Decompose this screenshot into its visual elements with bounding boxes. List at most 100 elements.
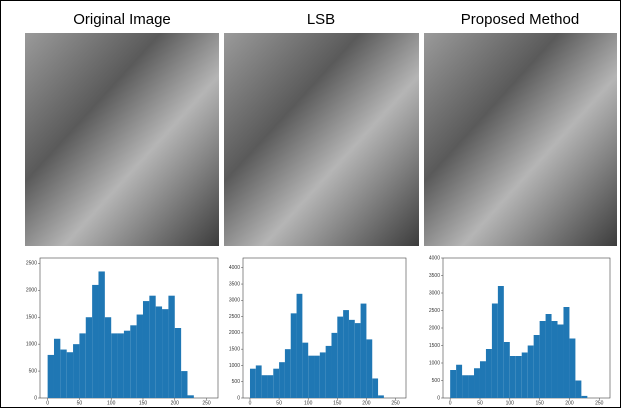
bar xyxy=(79,333,85,398)
bar xyxy=(510,356,516,398)
bar xyxy=(474,368,480,398)
bar xyxy=(581,396,587,398)
x-tick-label: 50 xyxy=(477,400,483,406)
bar xyxy=(181,371,187,398)
bar xyxy=(355,323,361,398)
y-tick-label: 2500 xyxy=(26,261,37,267)
bar xyxy=(450,370,456,398)
bar xyxy=(486,349,492,398)
y-tick-label: 3500 xyxy=(229,281,240,287)
bar xyxy=(372,378,378,398)
x-tick-label: 100 xyxy=(304,400,313,406)
bar xyxy=(546,314,552,398)
y-tick-label: 500 xyxy=(29,368,38,374)
bar xyxy=(314,356,320,398)
x-tick-label: 200 xyxy=(565,400,574,406)
bar xyxy=(343,310,349,398)
bar xyxy=(149,296,155,398)
bar xyxy=(285,349,291,398)
y-tick-label: 2000 xyxy=(229,330,240,336)
bar xyxy=(124,331,130,398)
bar xyxy=(291,313,297,398)
image-title: Original Image xyxy=(73,11,171,28)
y-tick-label: 1500 xyxy=(229,346,240,352)
bar xyxy=(256,365,262,398)
bar xyxy=(262,375,268,398)
image-title: Proposed Method xyxy=(461,11,579,28)
x-tick-label: 200 xyxy=(171,400,180,406)
bar xyxy=(156,306,162,398)
x-tick-label: 0 xyxy=(249,400,252,406)
bar xyxy=(492,304,498,399)
bar xyxy=(86,317,92,398)
bar xyxy=(349,320,355,398)
x-tick-label: 250 xyxy=(202,400,211,406)
y-tick-label: 2500 xyxy=(429,308,440,314)
x-tick-label: 100 xyxy=(107,400,116,406)
bar xyxy=(331,333,337,398)
x-tick-label: 0 xyxy=(449,400,452,406)
y-tick-label: 0 xyxy=(34,395,37,401)
y-tick-label: 3000 xyxy=(229,298,240,304)
x-tick-label: 150 xyxy=(333,400,342,406)
bar xyxy=(302,343,308,398)
bar xyxy=(130,325,136,398)
y-tick-label: 2500 xyxy=(229,314,240,320)
y-tick-label: 4000 xyxy=(229,265,240,271)
bar xyxy=(279,362,285,398)
y-tick-label: 4000 xyxy=(429,255,440,261)
y-tick-label: 3000 xyxy=(429,290,440,296)
bar xyxy=(162,309,168,398)
bar xyxy=(569,339,575,399)
bar xyxy=(105,317,111,398)
bar xyxy=(54,339,60,398)
bar xyxy=(456,365,462,398)
x-tick-label: 0 xyxy=(46,400,49,406)
bar xyxy=(48,355,54,398)
figure: Original Image05001000150020002500050100… xyxy=(0,0,621,408)
bar xyxy=(558,325,564,399)
y-tick-label: 500 xyxy=(432,378,441,384)
x-tick-label: 250 xyxy=(391,400,400,406)
y-tick-label: 1500 xyxy=(26,315,37,321)
x-tick-label: 150 xyxy=(535,400,544,406)
bar xyxy=(468,375,474,398)
x-tick-label: 50 xyxy=(276,400,282,406)
bar xyxy=(516,356,522,398)
bar xyxy=(118,333,124,398)
bar xyxy=(168,296,174,398)
y-tick-label: 1000 xyxy=(429,360,440,366)
bar xyxy=(462,375,468,398)
bar xyxy=(534,335,540,398)
bar xyxy=(73,344,79,398)
x-tick-label: 50 xyxy=(77,400,83,406)
bar xyxy=(320,352,326,398)
bar xyxy=(337,317,343,398)
bar xyxy=(361,304,367,398)
y-tick-label: 1000 xyxy=(229,363,240,369)
bar xyxy=(137,315,143,398)
bar xyxy=(297,294,303,398)
bar xyxy=(111,333,117,398)
image-title: LSB xyxy=(307,11,335,28)
bar xyxy=(504,342,510,398)
bar xyxy=(60,350,66,398)
x-tick-label: 150 xyxy=(139,400,148,406)
y-tick-label: 1000 xyxy=(26,341,37,347)
y-tick-label: 0 xyxy=(237,395,240,401)
bar xyxy=(575,381,581,399)
bar xyxy=(267,375,273,398)
image xyxy=(424,33,617,246)
y-tick-label: 2000 xyxy=(429,325,440,331)
bar xyxy=(522,353,528,399)
bar xyxy=(92,285,98,398)
bar xyxy=(563,307,569,398)
bar xyxy=(552,321,558,398)
bar xyxy=(308,356,314,398)
bar xyxy=(143,301,149,398)
bar xyxy=(528,346,534,399)
bar xyxy=(67,352,73,398)
y-tick-label: 2000 xyxy=(26,288,37,294)
bar xyxy=(273,369,279,398)
y-tick-label: 3500 xyxy=(429,273,440,279)
